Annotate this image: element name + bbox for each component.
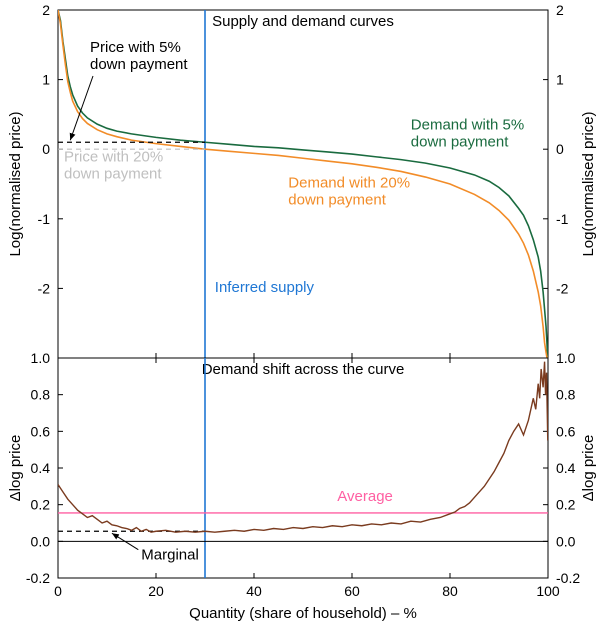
ytick-right-bot: 1.0 xyxy=(556,350,576,366)
xtick-label: 40 xyxy=(246,583,262,599)
ytick-left-top: 1 xyxy=(42,72,50,88)
xtick-label: 100 xyxy=(536,583,560,599)
ytick-left-top: -2 xyxy=(38,280,51,296)
ann-price-20pct: Price with 20% xyxy=(64,149,163,166)
top-ylabel-left: Log(normalised price) xyxy=(7,111,24,256)
xtick-label: 60 xyxy=(344,583,360,599)
ytick-right-top: 1 xyxy=(556,72,564,88)
ann-demand-20pct: down payment xyxy=(288,191,386,208)
ytick-left-bot: 0.2 xyxy=(31,497,51,513)
chart-container: -2 -2 -1 -1 0 0 1 1 2 2 Supply and demand curves Lo… xyxy=(0,0,606,626)
arrow-price-5pct xyxy=(70,76,93,140)
ann-price-5pct: down payment xyxy=(90,56,188,73)
bottom-panel: -0.2-0.20.00.00.20.20.40.40.60.60.80.81.… xyxy=(7,350,597,622)
ytick-left-bot: 0.8 xyxy=(31,387,51,403)
ytick-right-top: -1 xyxy=(556,211,569,227)
shift-line xyxy=(58,362,548,532)
ytick-right-bot: 0.6 xyxy=(556,423,576,439)
ytick-left-top: 0 xyxy=(42,141,50,157)
top-ylabel-right: Log(normalised price) xyxy=(580,111,597,256)
ann-demand-5pct: down payment xyxy=(411,134,509,151)
ann-demand-5pct: Demand with 5% xyxy=(411,117,524,134)
ytick-left-bot: 1.0 xyxy=(31,350,51,366)
xtick-label: 0 xyxy=(54,583,62,599)
ann-price-5pct: Price with 5% xyxy=(90,39,181,56)
bottom-panel-title: Demand shift across the curve xyxy=(202,361,405,378)
ann-marginal: Marginal xyxy=(141,547,199,564)
top-panel-title: Supply and demand curves xyxy=(212,13,394,30)
x-axis-label: Quantity (share of household) – % xyxy=(189,605,417,622)
ann-demand-20pct: Demand with 20% xyxy=(288,174,410,191)
ytick-left-top: -1 xyxy=(38,211,51,227)
xtick-label: 80 xyxy=(442,583,458,599)
ytick-right-bot: 0.2 xyxy=(556,497,576,513)
ann-average: Average xyxy=(337,488,393,505)
xtick-label: 20 xyxy=(148,583,164,599)
ytick-right-bot: 0.0 xyxy=(556,533,576,549)
ytick-left-bot: -0.2 xyxy=(26,570,50,586)
ytick-left-bot: 0.6 xyxy=(31,423,51,439)
ytick-right-top: -2 xyxy=(556,280,569,296)
bot-ylabel-left: Δlog price xyxy=(7,435,24,502)
ytick-right-bot: 0.4 xyxy=(556,460,576,476)
ytick-right-top: 0 xyxy=(556,141,564,157)
ann-supply: Inferred supply xyxy=(215,279,315,296)
ytick-left-top: 2 xyxy=(42,2,50,18)
ytick-right-bot: 0.8 xyxy=(556,387,576,403)
ytick-right-top: 2 xyxy=(556,2,564,18)
top-panel: -2 -2 -1 -1 0 0 1 1 2 2 Supply and demand curves Lo… xyxy=(7,2,597,358)
ytick-left-bot: 0.4 xyxy=(31,460,51,476)
ann-price-20pct: down payment xyxy=(64,166,162,183)
bot-ylabel-right: Δlog price xyxy=(580,435,597,502)
ytick-left-bot: 0.0 xyxy=(31,533,51,549)
chart-svg: -2 -2 -1 -1 0 0 1 1 2 2 Supply and demand curves Lo… xyxy=(0,0,606,626)
